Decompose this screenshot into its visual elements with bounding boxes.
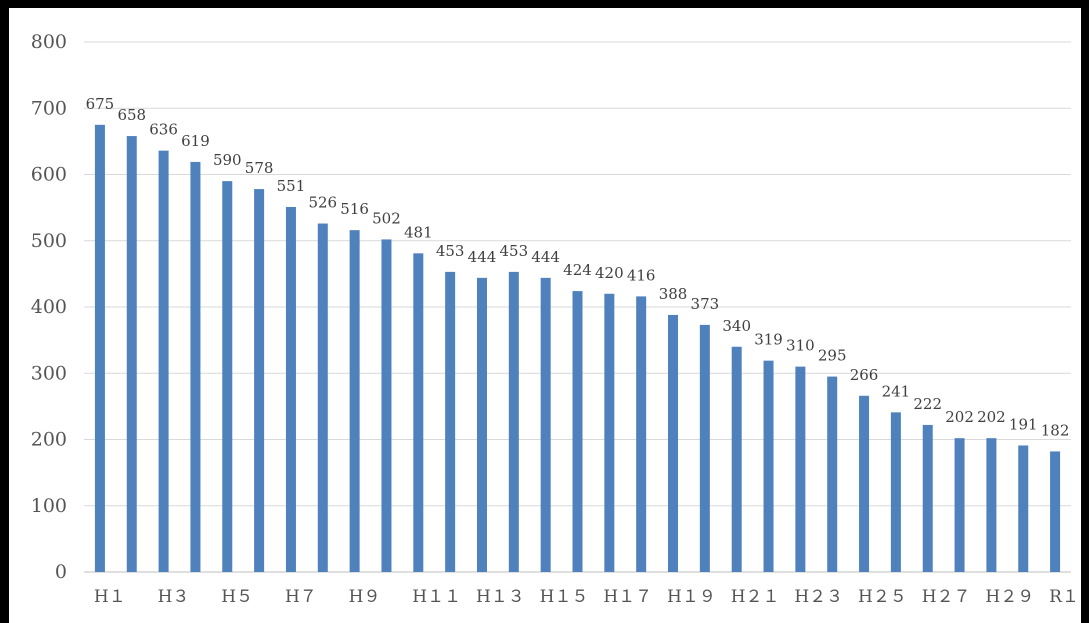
bar [254, 189, 265, 572]
bar [922, 424, 933, 572]
bar [94, 124, 105, 572]
y-tick-label: 500 [31, 230, 67, 252]
data-label: 481 [404, 223, 433, 241]
bars [94, 124, 1061, 573]
bar [636, 296, 647, 572]
x-tick-label: H２５ [858, 587, 907, 607]
data-label: 416 [627, 266, 656, 284]
y-tick-label: 400 [31, 296, 67, 318]
bar [954, 438, 965, 572]
x-tick-label: H９ [349, 587, 381, 607]
bar [1018, 445, 1029, 572]
bar [540, 277, 551, 572]
data-label: 424 [563, 261, 592, 279]
data-label: 453 [436, 242, 465, 260]
data-label: 675 [86, 95, 115, 113]
data-label: 182 [1041, 421, 1070, 439]
x-tick-label: H２１ [731, 587, 780, 607]
bar [859, 395, 870, 572]
bar [668, 314, 679, 572]
data-label: 241 [882, 382, 911, 400]
bar [731, 346, 742, 572]
bar [222, 181, 233, 572]
bar [413, 253, 424, 572]
data-label: 578 [245, 159, 274, 177]
bar [381, 239, 392, 573]
bar [604, 293, 615, 572]
data-label: 340 [722, 317, 751, 335]
x-tick-label: R１ [1049, 587, 1079, 607]
bar-chart: 0 100 200 300 400 500 600 700 800 67565863661959… [31, 31, 1079, 607]
x-tick-label: H２７ [922, 587, 971, 607]
data-label: 420 [595, 264, 624, 282]
x-axis-labels: H１ H３ H５ H７ H９ H１１ H１３ H１５ H１７ H１９ H２１ H２３ H２５ H２７ H２９… [94, 587, 1079, 607]
bar [572, 291, 583, 572]
y-tick-label: 800 [31, 31, 67, 53]
data-label: 590 [213, 151, 242, 169]
data-label: 619 [181, 132, 210, 150]
bar [795, 366, 806, 572]
data-label: 658 [117, 106, 146, 124]
x-tick-label: H１ [94, 587, 126, 607]
y-tick-label: 700 [31, 97, 67, 119]
chart-frame: 0 100 200 300 400 500 600 700 800 675 658 636 619 59… [9, 8, 1081, 623]
bar [126, 136, 137, 572]
bar [349, 230, 360, 572]
bar [158, 150, 169, 572]
y-tick-label: 300 [31, 362, 67, 384]
bar [986, 438, 997, 572]
x-tick-label: H１９ [667, 587, 716, 607]
bar [890, 412, 901, 572]
data-label: 526 [308, 194, 337, 212]
bar [827, 376, 838, 572]
data-label: 444 [468, 248, 497, 266]
data-label: 388 [659, 285, 688, 303]
x-tick-label: H１１ [412, 587, 461, 607]
bar [285, 206, 296, 572]
x-tick-label: H１５ [540, 587, 589, 607]
x-tick-label: H７ [285, 587, 317, 607]
data-label: 310 [786, 337, 815, 355]
bar [317, 223, 328, 572]
data-label: 373 [691, 295, 720, 313]
bar [1050, 451, 1061, 572]
y-tick-label: 200 [31, 429, 67, 451]
data-label: 295 [818, 347, 847, 365]
y-tick-label: 600 [31, 164, 67, 186]
data-label: 202 [945, 408, 974, 426]
y-tick-label: 100 [31, 495, 67, 517]
y-tick-label: 0 [55, 561, 67, 583]
data-label: 516 [340, 200, 369, 218]
bar [508, 271, 519, 572]
x-tick-label: H５ [221, 587, 253, 607]
y-axis-ticks: 0 100 200 300 400 500 600 700 800 [31, 31, 67, 583]
data-label: 319 [754, 331, 783, 349]
x-tick-label: H２９ [985, 587, 1034, 607]
bar [699, 324, 710, 572]
data-label: 444 [531, 248, 560, 266]
data-label: 266 [850, 366, 879, 384]
x-tick-label: H１３ [476, 587, 525, 607]
data-label: 551 [277, 177, 306, 195]
data-label: 502 [372, 209, 401, 227]
x-tick-label: H３ [158, 587, 190, 607]
bar [190, 161, 201, 572]
x-tick-label: H２３ [794, 587, 843, 607]
bar [763, 360, 774, 572]
data-label: 222 [913, 395, 942, 413]
bar [476, 277, 487, 572]
bar [445, 271, 456, 572]
data-label: 453 [500, 242, 529, 260]
data-label: 202 [977, 408, 1006, 426]
x-tick-label: H１７ [603, 587, 652, 607]
data-label: 191 [1009, 415, 1038, 433]
data-label: 636 [149, 121, 178, 139]
